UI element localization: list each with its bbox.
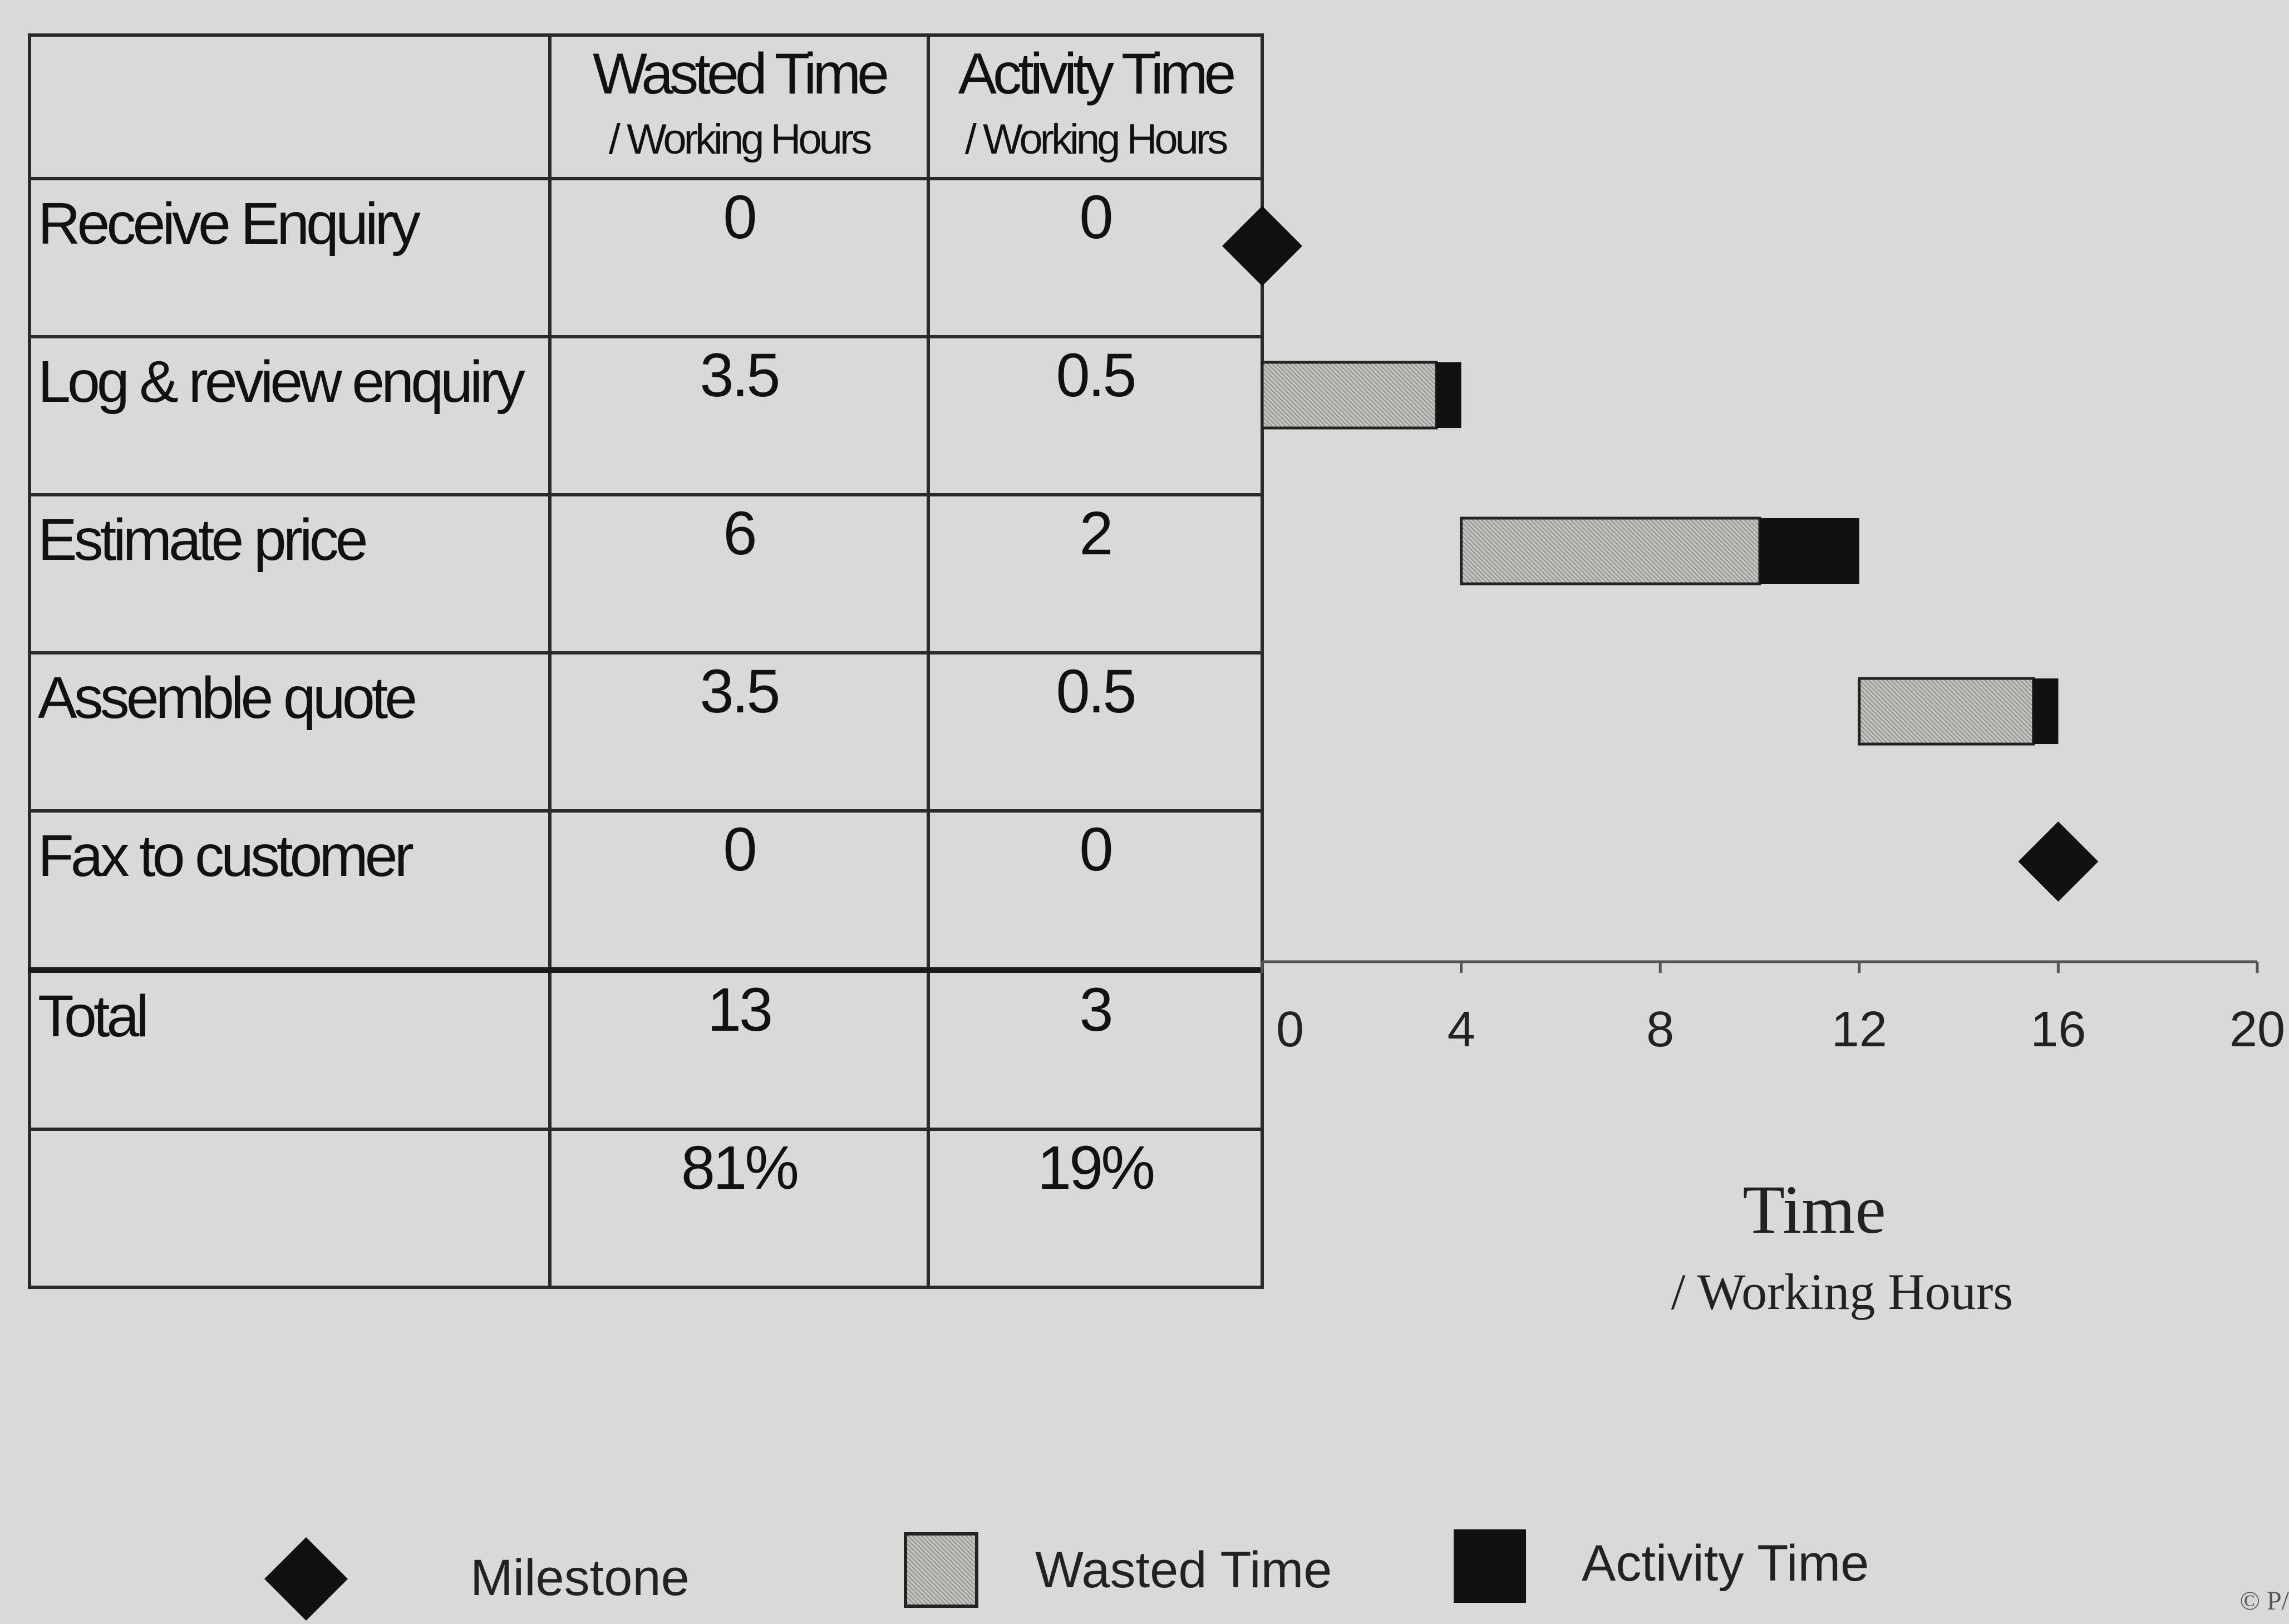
table-header-row: Wasted Time / Working Hours Activity Tim…	[28, 33, 1264, 180]
row-wasted-value: 3.5	[548, 335, 930, 496]
table-row: Receive Enquiry 0 0	[28, 177, 1264, 338]
header-activity-time: Activity Time / Working Hours	[927, 33, 1264, 180]
x-axis: 0 4 8 12 16 20	[1261, 960, 2285, 1057]
percent-row: 81% 19%	[28, 1128, 1264, 1289]
header-wasted-unit: / Working Hours	[608, 116, 872, 163]
x-tick-label: 20	[2229, 1002, 2285, 1057]
header-wasted-title: Wasted Time	[593, 42, 889, 106]
row-activity-value: 0.5	[927, 651, 1264, 813]
row-activity-value: 0	[927, 177, 1264, 338]
x-axis-title: Time	[1742, 1172, 1886, 1248]
milestone-marker	[2018, 821, 2099, 902]
total-wasted-value: 13	[548, 967, 930, 1131]
row-label: Estimate price	[28, 493, 552, 654]
total-activity-value: 3	[927, 967, 1264, 1131]
header-activity-title: Activity Time	[958, 42, 1237, 106]
table-row: Fax to customer 0 0	[28, 809, 1264, 972]
row-wasted-value: 0	[548, 177, 930, 338]
x-tick-label: 8	[1646, 1002, 1674, 1057]
legend-wasted-label: Wasted Time	[1035, 1542, 1332, 1598]
row-wasted-value: 3.5	[548, 651, 930, 813]
milestone-marker	[1222, 206, 1302, 286]
table-row: Estimate price 6 2	[28, 493, 1264, 654]
total-row: Total 13 3	[28, 967, 1264, 1131]
header-wasted-time: Wasted Time / Working Hours	[548, 33, 930, 180]
percent-label	[28, 1128, 552, 1289]
wasted-time-bar	[1858, 677, 2035, 746]
header-empty-cell	[28, 33, 552, 180]
percent-activity-value: 19%	[927, 1128, 1264, 1289]
row-label: Log & review enquiry	[28, 335, 552, 496]
total-label: Total	[28, 967, 552, 1131]
header-activity-unit: / Working Hours	[964, 116, 1228, 163]
legend-milestone-label: Milestone	[470, 1549, 690, 1606]
table-row: Log & review enquiry 3.5 0.5	[28, 335, 1264, 496]
x-tick-label: 4	[1448, 1002, 1475, 1057]
legend: Milestone Wasted Time Activity Time	[264, 1529, 1869, 1621]
wasted-time-bar	[1460, 516, 1761, 585]
legend-wasted-swatch	[904, 1532, 978, 1608]
row-activity-value: 2	[927, 493, 1264, 654]
legend-activity-swatch	[1454, 1529, 1526, 1603]
x-tick-label: 12	[1832, 1002, 1887, 1057]
time-table: Wasted Time / Working Hours Activity Tim…	[28, 33, 1264, 1289]
gantt-bars	[1222, 206, 2099, 902]
x-tick-label: 16	[2030, 1002, 2086, 1057]
activity-time-bar	[2033, 678, 2059, 744]
copyright-mark: © P/	[2239, 1586, 2289, 1616]
x-axis-unit: / Working Hours	[1671, 1263, 2013, 1320]
x-tick-label: 0	[1276, 1002, 1304, 1057]
row-wasted-value: 6	[548, 493, 930, 654]
wasted-time-bar	[1261, 361, 1438, 430]
legend-activity-label: Activity Time	[1582, 1535, 1869, 1592]
table-row: Assemble quote 3.5 0.5	[28, 651, 1264, 813]
row-activity-value: 0	[927, 809, 1264, 972]
row-label: Receive Enquiry	[28, 177, 552, 338]
legend-milestone-marker	[264, 1537, 348, 1621]
activity-time-bar	[1760, 518, 1859, 584]
row-label: Assemble quote	[28, 651, 552, 813]
row-wasted-value: 0	[548, 809, 930, 972]
row-activity-value: 0.5	[927, 335, 1264, 496]
percent-wasted-value: 81%	[548, 1128, 930, 1289]
row-label: Fax to customer	[28, 809, 552, 972]
activity-time-bar	[1436, 362, 1461, 428]
